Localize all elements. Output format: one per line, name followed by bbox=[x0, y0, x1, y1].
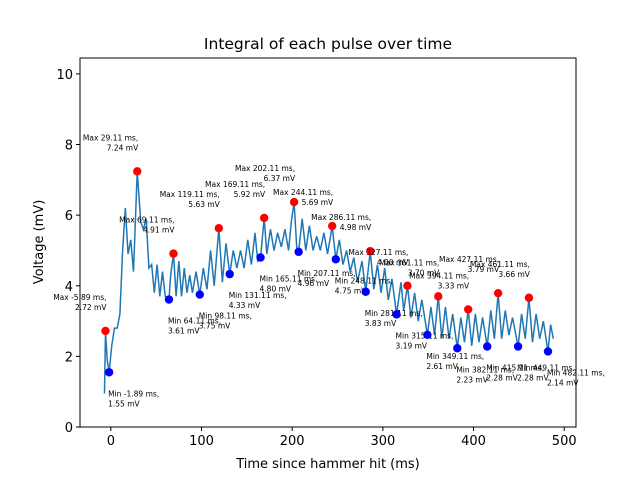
extremum-point bbox=[366, 246, 375, 256]
extremum-point bbox=[483, 342, 492, 351]
annotation: Min 349.11 ms, bbox=[426, 352, 484, 361]
extremum-point bbox=[195, 290, 204, 299]
y-tick-label: 6 bbox=[65, 209, 73, 224]
annotation: Min 248.11 ms, bbox=[335, 276, 393, 285]
annotation: Min 165.11 ms, bbox=[260, 275, 318, 284]
annotation: Max 361.11 ms, bbox=[379, 258, 439, 267]
annotation: 3.19 mV bbox=[396, 341, 428, 350]
extremum-point bbox=[434, 292, 443, 301]
annotation: 4.91 mV bbox=[143, 226, 175, 235]
extremum-point bbox=[214, 223, 224, 233]
extremum-point bbox=[513, 342, 523, 351]
x-tick-label: 0 bbox=[107, 434, 115, 449]
y-tick-label: 8 bbox=[65, 139, 73, 154]
annotation: 3.75 mV bbox=[199, 322, 231, 331]
extremum-point bbox=[294, 247, 303, 257]
extremum-point bbox=[104, 368, 114, 377]
annotation: Max 29.11 ms, bbox=[83, 133, 138, 142]
annotation: Max 244.11 ms, bbox=[273, 188, 333, 197]
y-tick-label: 10 bbox=[56, 68, 73, 83]
annotation: 3.83 mV bbox=[365, 319, 397, 328]
annotation: Max 394.11 ms, bbox=[409, 271, 469, 280]
annotation: 4.98 mV bbox=[340, 223, 372, 232]
annotation: 2.23 mV bbox=[456, 375, 488, 384]
extremum-point bbox=[543, 347, 553, 356]
annotation: Min 64.11 ms, bbox=[168, 317, 221, 326]
extremum-point bbox=[524, 293, 534, 302]
extremum-point bbox=[169, 249, 178, 258]
annotation: 2.28 mV bbox=[486, 373, 518, 382]
extremum-point bbox=[493, 288, 503, 298]
extremum-point bbox=[225, 269, 234, 279]
extremum-point bbox=[453, 344, 462, 353]
annotation: Min 449.11 ms, bbox=[517, 363, 575, 372]
extremum-point bbox=[164, 295, 174, 304]
annotation: 3.70 mV bbox=[408, 268, 440, 277]
annotation: 5.69 mV bbox=[302, 198, 334, 207]
annotation: 4.75 mV bbox=[335, 286, 367, 295]
extremum-point bbox=[101, 326, 110, 336]
extremum-point bbox=[256, 253, 265, 262]
plot-frame bbox=[79, 57, 577, 428]
annotation: 4.00 mV bbox=[377, 258, 409, 267]
annotation: Min -1.89 ms, bbox=[108, 389, 159, 398]
annotation: 3.33 mV bbox=[438, 281, 470, 290]
chart-title: Integral of each pulse over time bbox=[204, 35, 452, 53]
extremum-point bbox=[331, 255, 341, 264]
annotation: 3.66 mV bbox=[498, 270, 530, 279]
y-tick-label: 2 bbox=[65, 350, 73, 365]
x-tick-label: 400 bbox=[461, 434, 486, 449]
annotation: Max 286.11 ms, bbox=[311, 213, 371, 222]
annotation: Min 415.11 ms, bbox=[486, 363, 544, 372]
data-line bbox=[103, 171, 555, 394]
annotation: 3.79 mV bbox=[468, 265, 500, 274]
annotation: 4.33 mV bbox=[229, 301, 261, 310]
annotation: Min 131.11 ms, bbox=[229, 291, 287, 300]
annotation: 6.37 mV bbox=[264, 174, 296, 183]
y-tick-label: 4 bbox=[65, 280, 73, 295]
extremum-point bbox=[423, 330, 432, 340]
y-axis-label: Voltage (mV) bbox=[32, 200, 47, 285]
annotation: Min 382.11 ms, bbox=[456, 365, 514, 374]
annotation: 1.55 mV bbox=[108, 399, 140, 408]
annotation: 4.96 mV bbox=[298, 279, 330, 288]
extremum-point bbox=[327, 221, 337, 231]
x-tick-label: 200 bbox=[280, 434, 305, 449]
annotation: 7.24 mV bbox=[107, 143, 139, 152]
annotation: Max 461.11 ms, bbox=[470, 260, 530, 269]
annotation: 5.63 mV bbox=[188, 200, 220, 209]
y-tick-label: 0 bbox=[65, 421, 73, 436]
annotation: Max 119.11 ms, bbox=[160, 190, 220, 199]
annotation: 5.92 mV bbox=[234, 190, 266, 199]
annotation: Max 202.11 ms, bbox=[235, 164, 295, 173]
extremum-point bbox=[289, 197, 299, 207]
x-axis-label: Time since hammer hit (ms) bbox=[235, 457, 420, 472]
extremum-point bbox=[361, 287, 370, 296]
x-tick-label: 300 bbox=[370, 434, 395, 449]
annotation: Max 427.11 ms, bbox=[439, 255, 499, 264]
extremum-point bbox=[259, 213, 269, 223]
annotation: 2.72 mV bbox=[75, 303, 107, 312]
annotation: 2.61 mV bbox=[426, 362, 458, 371]
annotation: 3.61 mV bbox=[168, 327, 200, 336]
extremum-point bbox=[463, 305, 473, 314]
annotation: Min 207.11 ms, bbox=[298, 269, 356, 278]
annotation: Max 327.11 ms, bbox=[348, 248, 408, 257]
extremum-point bbox=[403, 281, 412, 290]
annotation: 2.14 mV bbox=[547, 378, 579, 387]
annotation: Max 169.11 ms, bbox=[205, 180, 265, 189]
annotation: 4.80 mV bbox=[260, 285, 292, 294]
annotation: Min 98.11 ms, bbox=[199, 312, 252, 321]
extremum-point bbox=[133, 167, 142, 176]
x-tick-label: 500 bbox=[552, 434, 577, 449]
annotation: 2.28 mV bbox=[517, 373, 549, 382]
x-tick-label: 100 bbox=[189, 434, 214, 449]
annotation: Max 69.11 ms, bbox=[119, 216, 174, 225]
extremum-point bbox=[392, 310, 401, 319]
